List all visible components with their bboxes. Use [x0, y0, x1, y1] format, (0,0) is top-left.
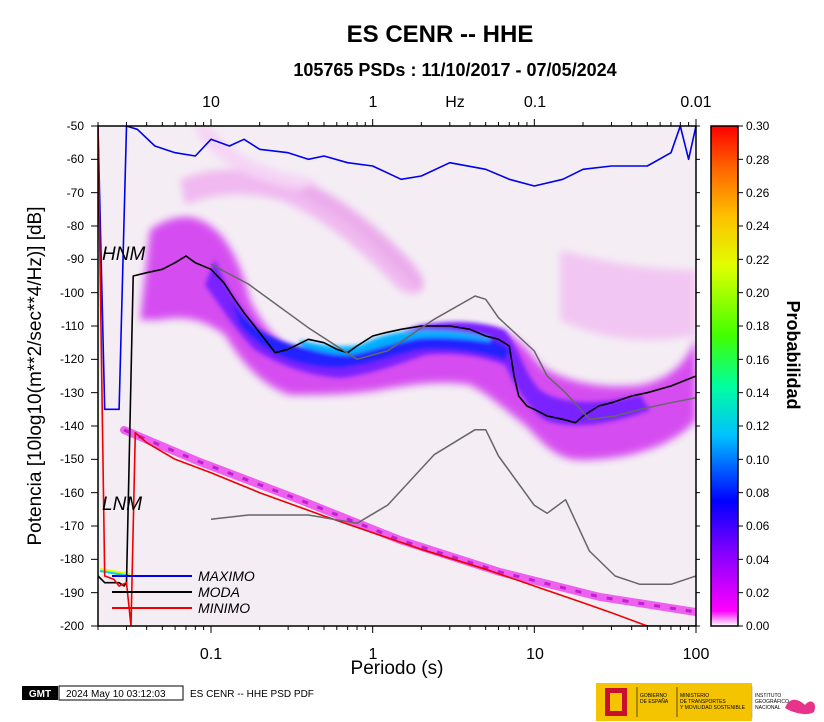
ministry-line3: Y MOVILIDAD SOSTENIBLE [680, 705, 746, 711]
colorbar-tick: 0.16 [746, 353, 770, 367]
top-tick-label: 0.01 [680, 94, 711, 111]
y-tick-label: -140 [60, 419, 84, 433]
x-tick-label: 10 [526, 646, 544, 663]
y-tick-label: -100 [60, 286, 84, 300]
colorbar-tick: 0.08 [746, 486, 770, 500]
legend-label-moda: MODA [198, 584, 240, 600]
y-tick-label: -60 [67, 152, 85, 166]
x-axis-label: Periodo (s) [351, 658, 444, 679]
y-tick-label: -80 [67, 219, 85, 233]
top-tick-labels: 10 1 Hz 0.1 0.01 [202, 94, 712, 111]
series-line-minimo [98, 126, 696, 626]
y-tick-label: -190 [60, 586, 84, 600]
ministry-line1: MINISTERIO [680, 693, 709, 699]
footer: GMT 2024 May 10 03:12:03 ES CENR -- HHE … [22, 683, 816, 721]
top-tick-label: 0.1 [524, 94, 546, 111]
pdf-density [99, 126, 696, 616]
colorbar-tick: 0.14 [746, 386, 770, 400]
timestamp: 2024 May 10 03:12:03 [66, 689, 166, 700]
y-tick-label: -150 [60, 452, 84, 466]
x-tick-labels: 0.1 1 10 100 [200, 646, 710, 663]
colorbar-tick: 0.00 [746, 619, 770, 633]
colorbar-tick: 0.30 [746, 119, 770, 133]
colorbar-tick: 0.04 [746, 553, 770, 567]
colorbar-tick: 0.12 [746, 419, 770, 433]
gov-line2: DE ESPAÑA [640, 698, 669, 705]
y-tick-label: -130 [60, 386, 84, 400]
y-tick-label: -70 [67, 186, 85, 200]
legend-label-maximo: MAXIMO [198, 568, 255, 584]
y-tick-label: -160 [60, 486, 84, 500]
ministry-line2: DE TRANSPORTES [680, 699, 726, 705]
chart-title: ES CENR -- HHE [347, 21, 534, 48]
legend: MAXIMO MODA MINIMO [112, 568, 255, 616]
top-tick-label: 1 [369, 94, 378, 111]
y-tick-label: -200 [60, 619, 84, 633]
y-tick-label: -180 [60, 552, 84, 566]
gov-line1: GOBIERNO [640, 693, 667, 699]
y-tick-label: -120 [60, 352, 84, 366]
colorbar-tick: 0.10 [746, 453, 770, 467]
x-tick-label: 100 [683, 646, 710, 663]
legend-label-minimo: MINIMO [198, 600, 250, 616]
ign-line1: INSTITUTO [755, 693, 781, 699]
colorbar-tick: 0.02 [746, 586, 770, 600]
gmt-logo [22, 686, 58, 700]
x-tick-label: 0.1 [200, 646, 222, 663]
y-axis-label: Potencia [10log10(m**2/sec**4/Hz)] [dB] [25, 206, 46, 545]
colorbar-label: Probabilidad [783, 300, 803, 409]
chart-subtitle: 105765 PSDs : 11/10/2017 - 07/05/2024 [293, 60, 616, 80]
timestamp-box [58, 685, 184, 701]
series-line-lnm [210, 428, 696, 586]
colorbar-tick: 0.20 [746, 286, 770, 300]
lnm-label: LNM [102, 494, 142, 515]
y-tick-label: -110 [61, 319, 84, 333]
y-tick-label: -170 [60, 519, 84, 533]
colorbar-scale [710, 125, 739, 627]
colorbar: 0.30 0.28 0.26 0.24 0.22 0.20 0.18 0.16 … [710, 119, 803, 633]
top-tick-label: 10 [202, 94, 220, 111]
plot-frame [97, 125, 697, 627]
colorbar-tick: 0.18 [746, 319, 770, 333]
series-lines [98, 126, 696, 626]
ign-line2: GEOGRÁFICO [755, 698, 789, 705]
top-axis-unit: Hz [445, 94, 465, 111]
colorbar-tick: 0.22 [746, 253, 770, 267]
x-tick-label: 1 [369, 646, 378, 663]
axis-ticks [91, 119, 700, 633]
series-line-moda [98, 255, 696, 587]
ign-line3: NACIONAL [755, 705, 781, 711]
y-tick-label: -50 [67, 119, 85, 133]
y-tick-label: -90 [67, 252, 85, 266]
footer-caption: ES CENR -- HHE PSD PDF [190, 689, 314, 700]
colorbar-tick: 0.26 [746, 186, 770, 200]
gmt-logo-text: GMT [29, 689, 51, 700]
series-line-maximo [98, 126, 696, 411]
colorbar-tick: 0.28 [746, 153, 770, 167]
series-line-hnm [210, 263, 696, 421]
y-tick-labels: -50 -60 -70 -80 -90 -100 -110 -120 -130 … [60, 119, 84, 633]
colorbar-tick: 0.24 [746, 219, 770, 233]
colorbar-tick: 0.06 [746, 519, 770, 533]
ign-logo-icon [785, 699, 816, 715]
hnm-label: HNM [102, 244, 145, 265]
